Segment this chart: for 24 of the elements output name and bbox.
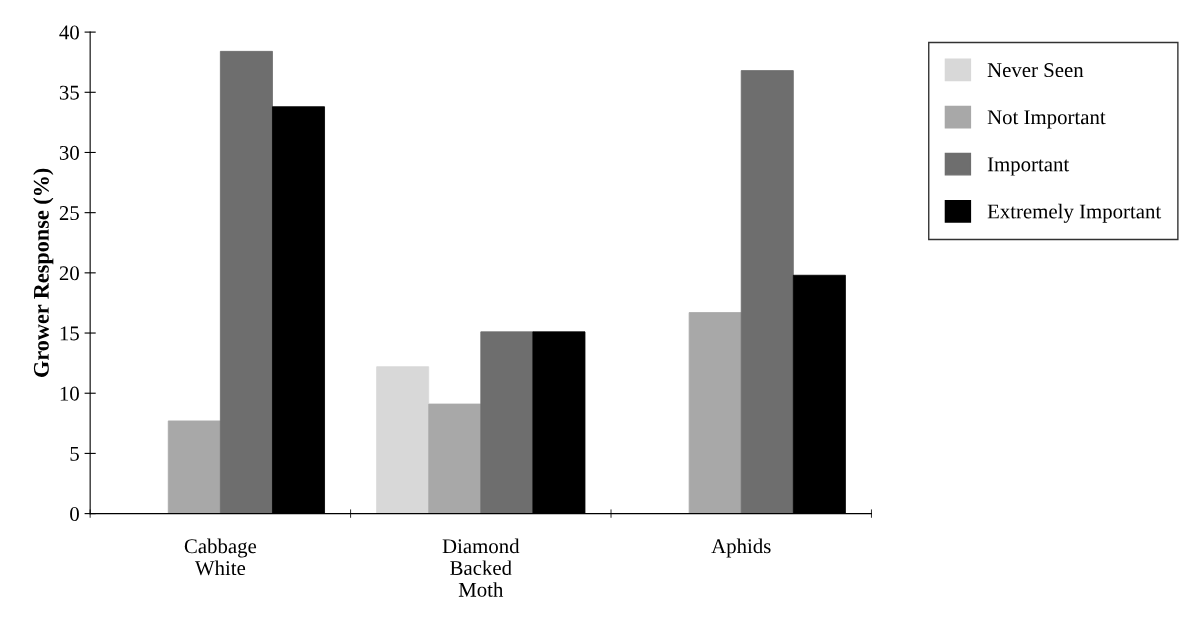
y-tick-label: 15 [60,326,79,341]
bar [428,403,482,514]
bar [480,331,534,514]
legend-label: Extremely Important [987,203,1162,223]
y-tick-label: 40 [59,25,79,40]
bar [219,50,273,514]
y-axis-title: Grower Response (%) [33,168,54,377]
x-tick-label: Cabbage White [184,538,257,576]
x-tick-label: Aphids [711,538,771,558]
y-tick-label: 25 [59,206,79,221]
legend-label: Never Seen [987,63,1084,78]
y-tick-label: 20 [59,266,79,281]
bar [167,420,221,514]
y-tick-label: 0 [70,506,79,522]
y-tick-label: 5 [70,447,79,461]
legend-label: Important [987,157,1070,176]
legend-label: Not Important [987,110,1106,129]
bar [376,366,430,514]
y-tick-label: 35 [59,85,79,100]
x-tick-label: Diamond Backed Moth [442,538,520,597]
bar [740,70,794,514]
y-tick-label: 30 [59,145,79,160]
y-tick-label: 10 [60,386,79,401]
bar [688,312,742,514]
